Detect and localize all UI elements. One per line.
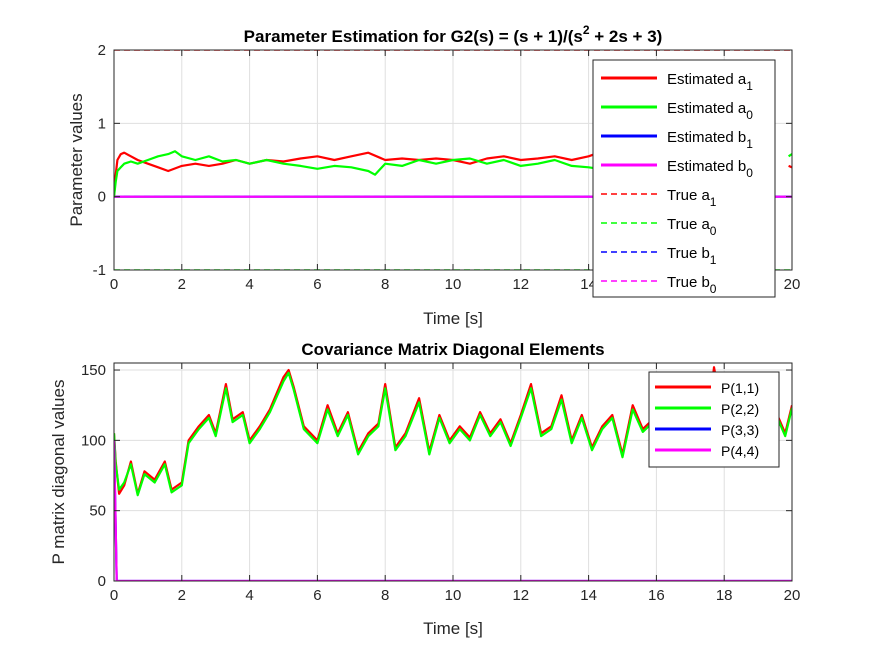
legend-label-sub: 1	[746, 137, 753, 151]
bottom-legend: P(1,1) P(2,2) P(3,3) P(4,4)	[648, 371, 780, 468]
legend-label-name: Estimated b	[667, 158, 746, 175]
legend-label: True a1	[667, 187, 717, 209]
top-x-axis-label: Time [s]	[423, 309, 483, 328]
legend-label-sub: 1	[710, 195, 717, 209]
legend-label-name: True a	[667, 187, 710, 204]
y-tick-label: 150	[81, 362, 106, 379]
x-tick-label: 4	[245, 276, 253, 293]
top-series-line-0	[114, 151, 600, 197]
legend-label-name: Estimated a	[667, 71, 747, 88]
top-title-sup: 2	[583, 23, 590, 37]
legend-label: True b1	[667, 245, 717, 267]
x-tick-label: 0	[110, 587, 118, 604]
legend-label: Estimated a1	[667, 71, 753, 93]
legend-label-sub: 0	[746, 108, 753, 122]
legend-label-sub: 0	[746, 166, 753, 180]
legend-label-name: True b	[667, 245, 710, 262]
x-tick-label: 8	[381, 276, 389, 293]
bottom-legend-items: P(1,1) P(2,2) P(3,3) P(4,4)	[655, 380, 759, 459]
y-tick-label: -1	[93, 262, 106, 279]
top-legend-box	[592, 59, 776, 298]
x-tick-label: 6	[313, 587, 321, 604]
bottom-x-axis-label: Time [s]	[423, 619, 483, 638]
bottom-y-axis-label: P matrix diagonal values	[49, 380, 68, 565]
y-tick-label: 100	[81, 432, 106, 449]
legend-label: Estimated b1	[667, 129, 753, 151]
x-tick-label: 10	[445, 587, 462, 604]
legend-label-name: P(3,3)	[721, 422, 759, 438]
legend-label-name: P(4,4)	[721, 443, 759, 459]
top-tail-line-1	[788, 153, 792, 158]
top-tail-line-0	[788, 164, 792, 169]
x-tick-label: 6	[313, 276, 321, 293]
y-tick-label: 0	[98, 573, 106, 590]
legend-label: P(4,4)	[721, 443, 759, 459]
top-y-axis-label: Parameter values	[67, 93, 86, 226]
x-tick-label: 14	[580, 587, 597, 604]
x-tick-label: 18	[716, 587, 733, 604]
legend-label: True b0	[667, 274, 717, 296]
legend-label: P(2,2)	[721, 401, 759, 417]
legend-label-sub: 0	[710, 224, 717, 238]
x-tick-label: 20	[784, 587, 801, 604]
y-tick-label: 2	[98, 42, 106, 59]
y-tick-label: 0	[98, 189, 106, 206]
x-tick-label: 2	[178, 276, 186, 293]
legend-label: P(3,3)	[721, 422, 759, 438]
legend-label-name: Estimated a	[667, 100, 747, 117]
legend-label-name: P(1,1)	[721, 380, 759, 396]
legend-label: Estimated a0	[667, 100, 753, 122]
bottom-chart-title: Covariance Matrix Diagonal Elements	[301, 340, 604, 359]
x-tick-label: 12	[512, 587, 529, 604]
x-tick-label: 4	[245, 587, 253, 604]
y-tick-label: 50	[89, 503, 106, 520]
top-series-line-1	[114, 150, 599, 197]
top-chart-title: Parameter Estimation for G2(s) = (s + 1)…	[244, 23, 663, 46]
legend-label-sub: 0	[710, 282, 717, 296]
x-tick-label: 20	[784, 276, 801, 293]
x-tick-label: 0	[110, 276, 118, 293]
top-title-after: + 2s + 3)	[590, 27, 663, 46]
bottom-ticks: 0 2 4 6 8 10 12 14 16 18 20 0 50 100 150	[81, 362, 800, 604]
legend-label-sub: 1	[746, 79, 753, 93]
legend-label: P(1,1)	[721, 380, 759, 396]
legend-label-name: True a	[667, 216, 710, 233]
x-tick-label: 8	[381, 587, 389, 604]
legend-label: Estimated b0	[667, 158, 753, 180]
legend-label-name: True b	[667, 274, 710, 291]
bottom-axes: 0 2 4 6 8 10 12 14 16 18 20 0 50 100 150 Covariance Ma…	[49, 340, 800, 638]
x-tick-label: 10	[445, 276, 462, 293]
x-tick-label: 12	[512, 276, 529, 293]
x-tick-label: 2	[178, 587, 186, 604]
bottom-series-line-3	[114, 440, 792, 581]
legend-label: True a0	[667, 216, 717, 238]
legend-label-sub: 1	[710, 253, 717, 267]
legend-label-name: P(2,2)	[721, 401, 759, 417]
x-tick-label: 16	[648, 587, 665, 604]
y-tick-label: 1	[98, 115, 106, 132]
legend-label-name: Estimated b	[667, 129, 746, 146]
top-title-before: Parameter Estimation for G2(s) = (s + 1)…	[244, 27, 583, 46]
